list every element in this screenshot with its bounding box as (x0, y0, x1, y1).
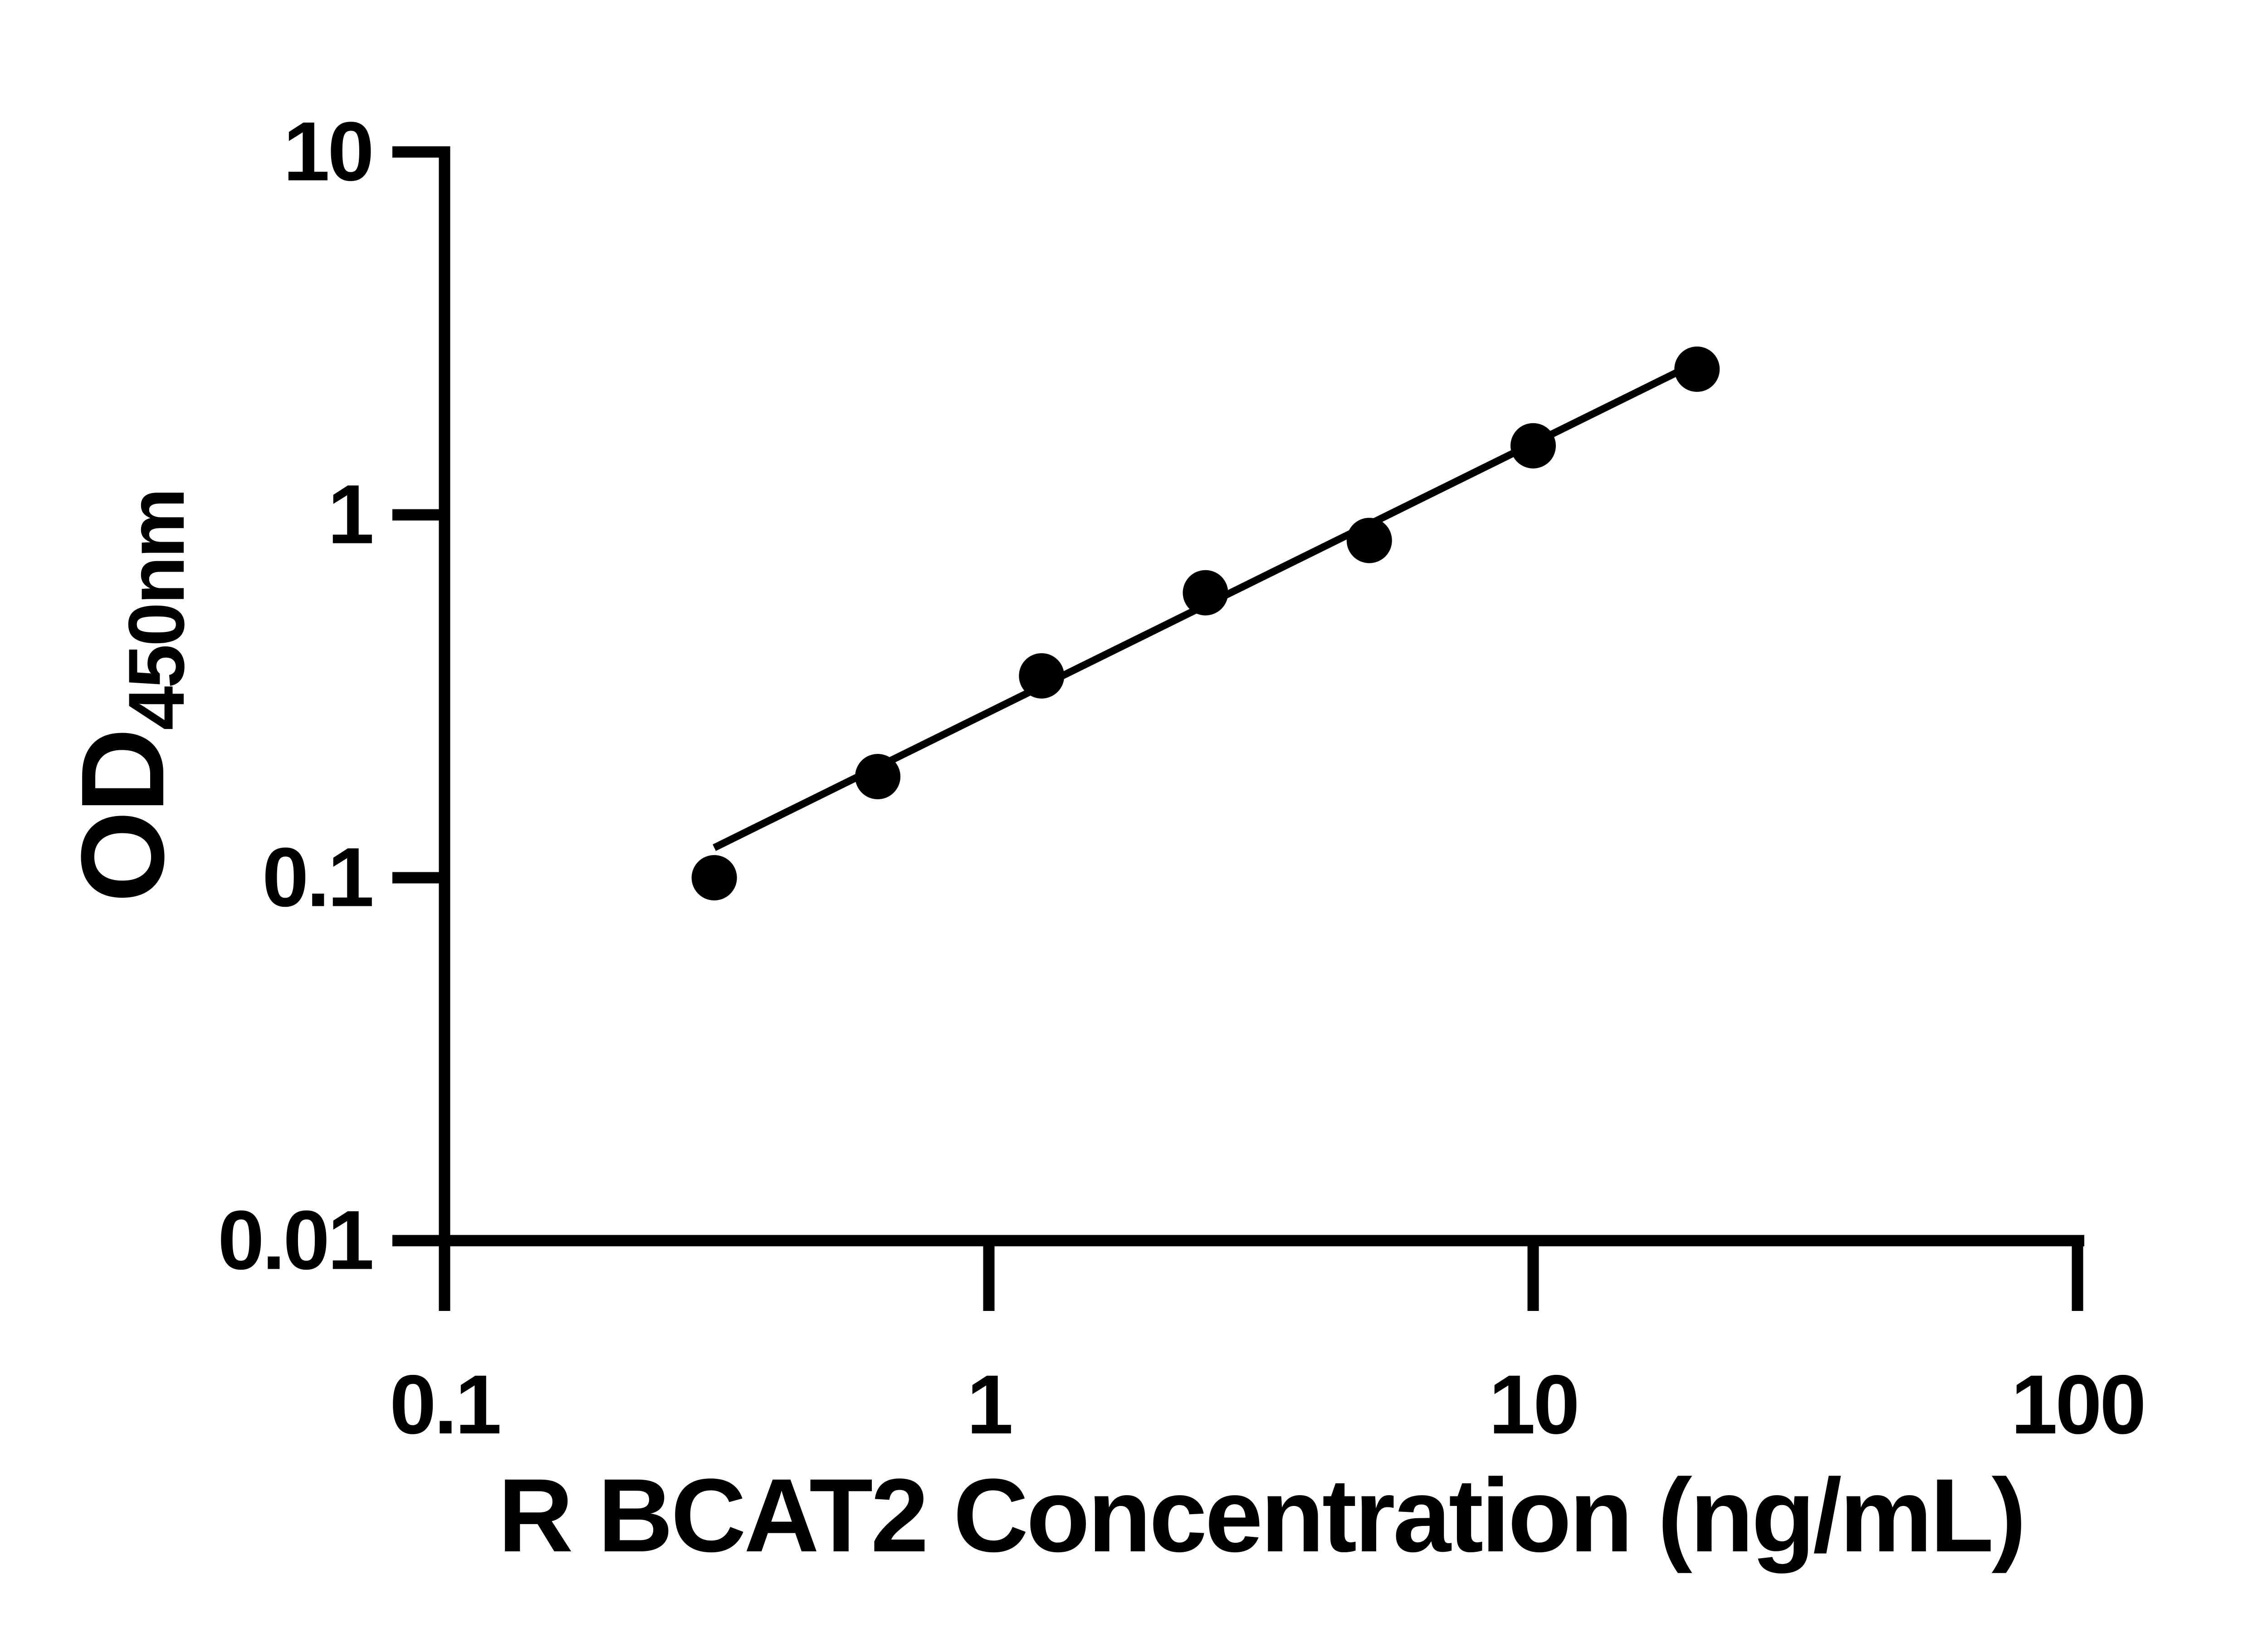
data-point (1510, 423, 1556, 469)
data-point (1674, 346, 1720, 392)
data-point (1183, 570, 1228, 616)
y-axis-title-main: OD (57, 730, 189, 903)
x-tick-label: 10 (1489, 1358, 1578, 1452)
series-layer (691, 346, 1720, 900)
data-point (1346, 518, 1392, 563)
y-tick-label: 0.01 (218, 1194, 372, 1287)
y-tick-label: 0.1 (262, 831, 372, 924)
y-tick-label: 10 (283, 105, 372, 199)
y-axis-title: OD450nm (57, 490, 201, 902)
data-point (691, 855, 737, 900)
tick-layer (392, 146, 2083, 1311)
axes-layer (439, 146, 2084, 1247)
x-tick-label: 100 (2011, 1358, 2144, 1452)
x-axis-title: R BCAT2 Concentration (ng/mL) (498, 1457, 2024, 1574)
y-axis-title-subscript: 450nm (112, 490, 201, 730)
data-point (855, 753, 901, 799)
data-point (1019, 653, 1065, 699)
x-tick-label: 0.1 (390, 1358, 499, 1452)
x-tick-label: 1 (967, 1358, 1011, 1452)
y-tick-label: 1 (327, 468, 372, 562)
